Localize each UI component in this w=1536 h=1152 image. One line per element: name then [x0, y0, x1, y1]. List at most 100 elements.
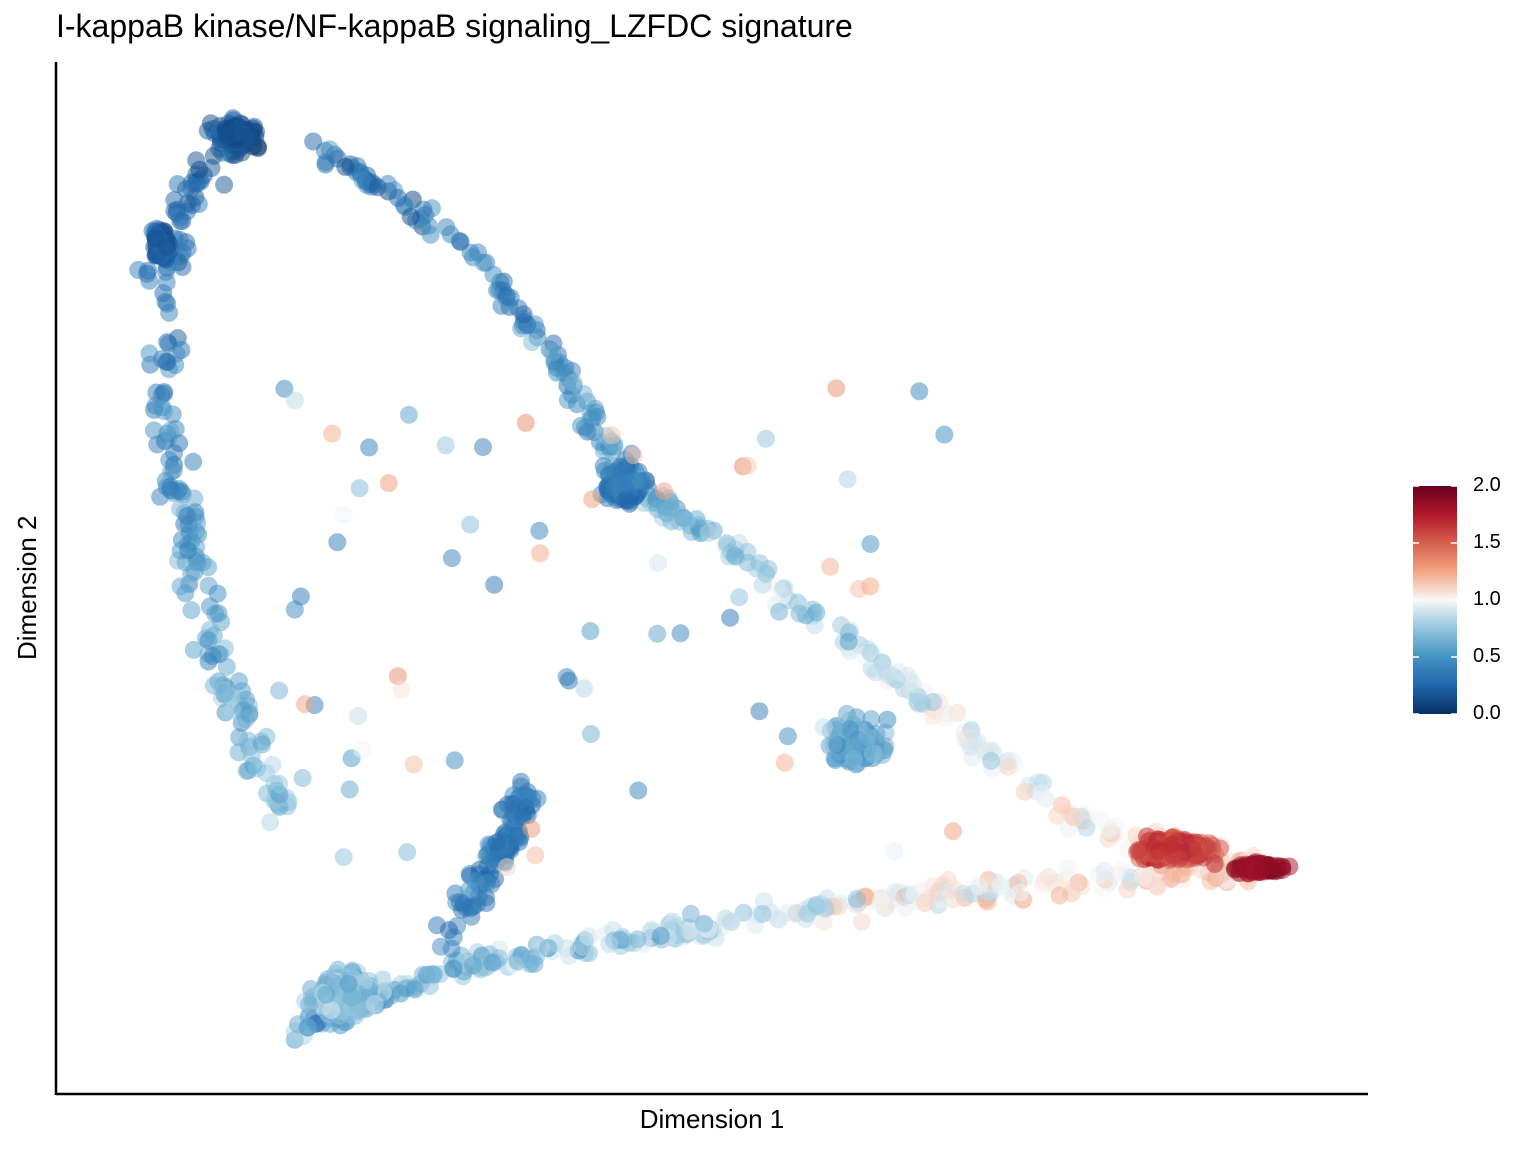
data-point — [501, 288, 520, 307]
data-point — [158, 333, 177, 352]
data-point — [852, 912, 871, 931]
data-point — [750, 702, 769, 721]
data-point — [564, 373, 583, 392]
data-point — [236, 710, 255, 729]
data-point — [843, 738, 862, 757]
data-point — [832, 616, 851, 635]
data-point — [509, 826, 527, 845]
data-point — [982, 751, 1000, 770]
data-point — [616, 491, 635, 510]
data-point — [161, 421, 180, 440]
data-point — [1065, 808, 1084, 827]
data-point — [468, 243, 487, 262]
data-point — [323, 424, 342, 443]
data-point — [399, 405, 418, 424]
data-point — [1134, 867, 1153, 886]
data-point — [392, 680, 411, 699]
data-point — [204, 676, 223, 695]
data-point — [526, 846, 545, 865]
data-point — [360, 438, 379, 457]
data-point — [474, 438, 492, 457]
data-point — [353, 740, 372, 759]
data-point — [557, 939, 576, 958]
data-point — [908, 692, 927, 711]
data-point — [821, 557, 840, 576]
data-point — [423, 965, 442, 984]
data-point — [725, 547, 744, 566]
data-point — [559, 671, 578, 690]
y-axis-label: Dimension 2 — [12, 515, 42, 660]
data-point — [160, 303, 179, 322]
data-point — [404, 755, 423, 774]
data-point — [558, 391, 577, 410]
data-point — [238, 731, 257, 750]
data-point — [629, 781, 648, 800]
data-point — [1226, 859, 1245, 878]
data-point — [285, 600, 304, 619]
data-point — [497, 858, 516, 877]
data-point — [581, 622, 600, 641]
data-point — [935, 425, 954, 444]
data-point — [182, 179, 201, 198]
data-point — [531, 544, 550, 563]
data-point — [1095, 861, 1114, 880]
data-point — [1148, 878, 1167, 897]
data-point — [185, 489, 204, 508]
data-point — [483, 953, 502, 972]
data-point — [885, 842, 904, 861]
data-point — [1031, 784, 1050, 803]
data-point — [1011, 883, 1030, 902]
data-point — [944, 822, 962, 841]
data-point — [186, 503, 205, 522]
data-point — [662, 512, 681, 531]
data-point — [600, 935, 619, 954]
data-point — [170, 434, 189, 453]
data-point — [999, 757, 1017, 776]
data-point — [485, 575, 504, 594]
data-point — [190, 160, 209, 179]
data-point — [578, 422, 597, 441]
data-point — [924, 693, 942, 711]
data-point — [334, 505, 353, 524]
data-point — [336, 157, 355, 176]
data-point — [171, 212, 190, 230]
data-point — [275, 379, 294, 398]
data-point — [937, 708, 956, 727]
data-point — [158, 353, 177, 372]
data-point — [300, 995, 318, 1014]
data-point — [798, 904, 817, 923]
data-point — [285, 391, 304, 410]
data-point — [442, 549, 461, 568]
data-point — [155, 383, 174, 402]
data-point — [516, 798, 535, 817]
data-point — [1050, 886, 1069, 905]
data-point — [208, 584, 227, 603]
data-point — [738, 456, 757, 475]
data-point — [573, 938, 592, 957]
data-point — [1015, 782, 1034, 801]
data-point — [184, 452, 203, 471]
data-point — [253, 735, 271, 754]
data-point — [349, 707, 368, 725]
data-point — [861, 577, 880, 596]
data-point — [863, 744, 882, 763]
data-point — [583, 490, 602, 509]
data-point — [1118, 880, 1137, 899]
data-point — [248, 759, 267, 778]
data-point — [649, 554, 667, 573]
data-point — [419, 216, 438, 235]
data-point — [919, 889, 938, 908]
data-point — [1201, 872, 1220, 891]
colorbar-tick-label: 0.5 — [1473, 645, 1501, 667]
data-point — [185, 563, 204, 581]
data-point — [1137, 827, 1156, 846]
data-point — [838, 470, 857, 489]
data-point — [293, 769, 312, 787]
data-point — [182, 601, 201, 620]
data-point — [508, 952, 527, 971]
data-point — [334, 848, 353, 867]
data-point — [350, 479, 369, 498]
data-point — [514, 305, 533, 324]
data-point — [168, 481, 187, 500]
data-point — [164, 461, 183, 480]
